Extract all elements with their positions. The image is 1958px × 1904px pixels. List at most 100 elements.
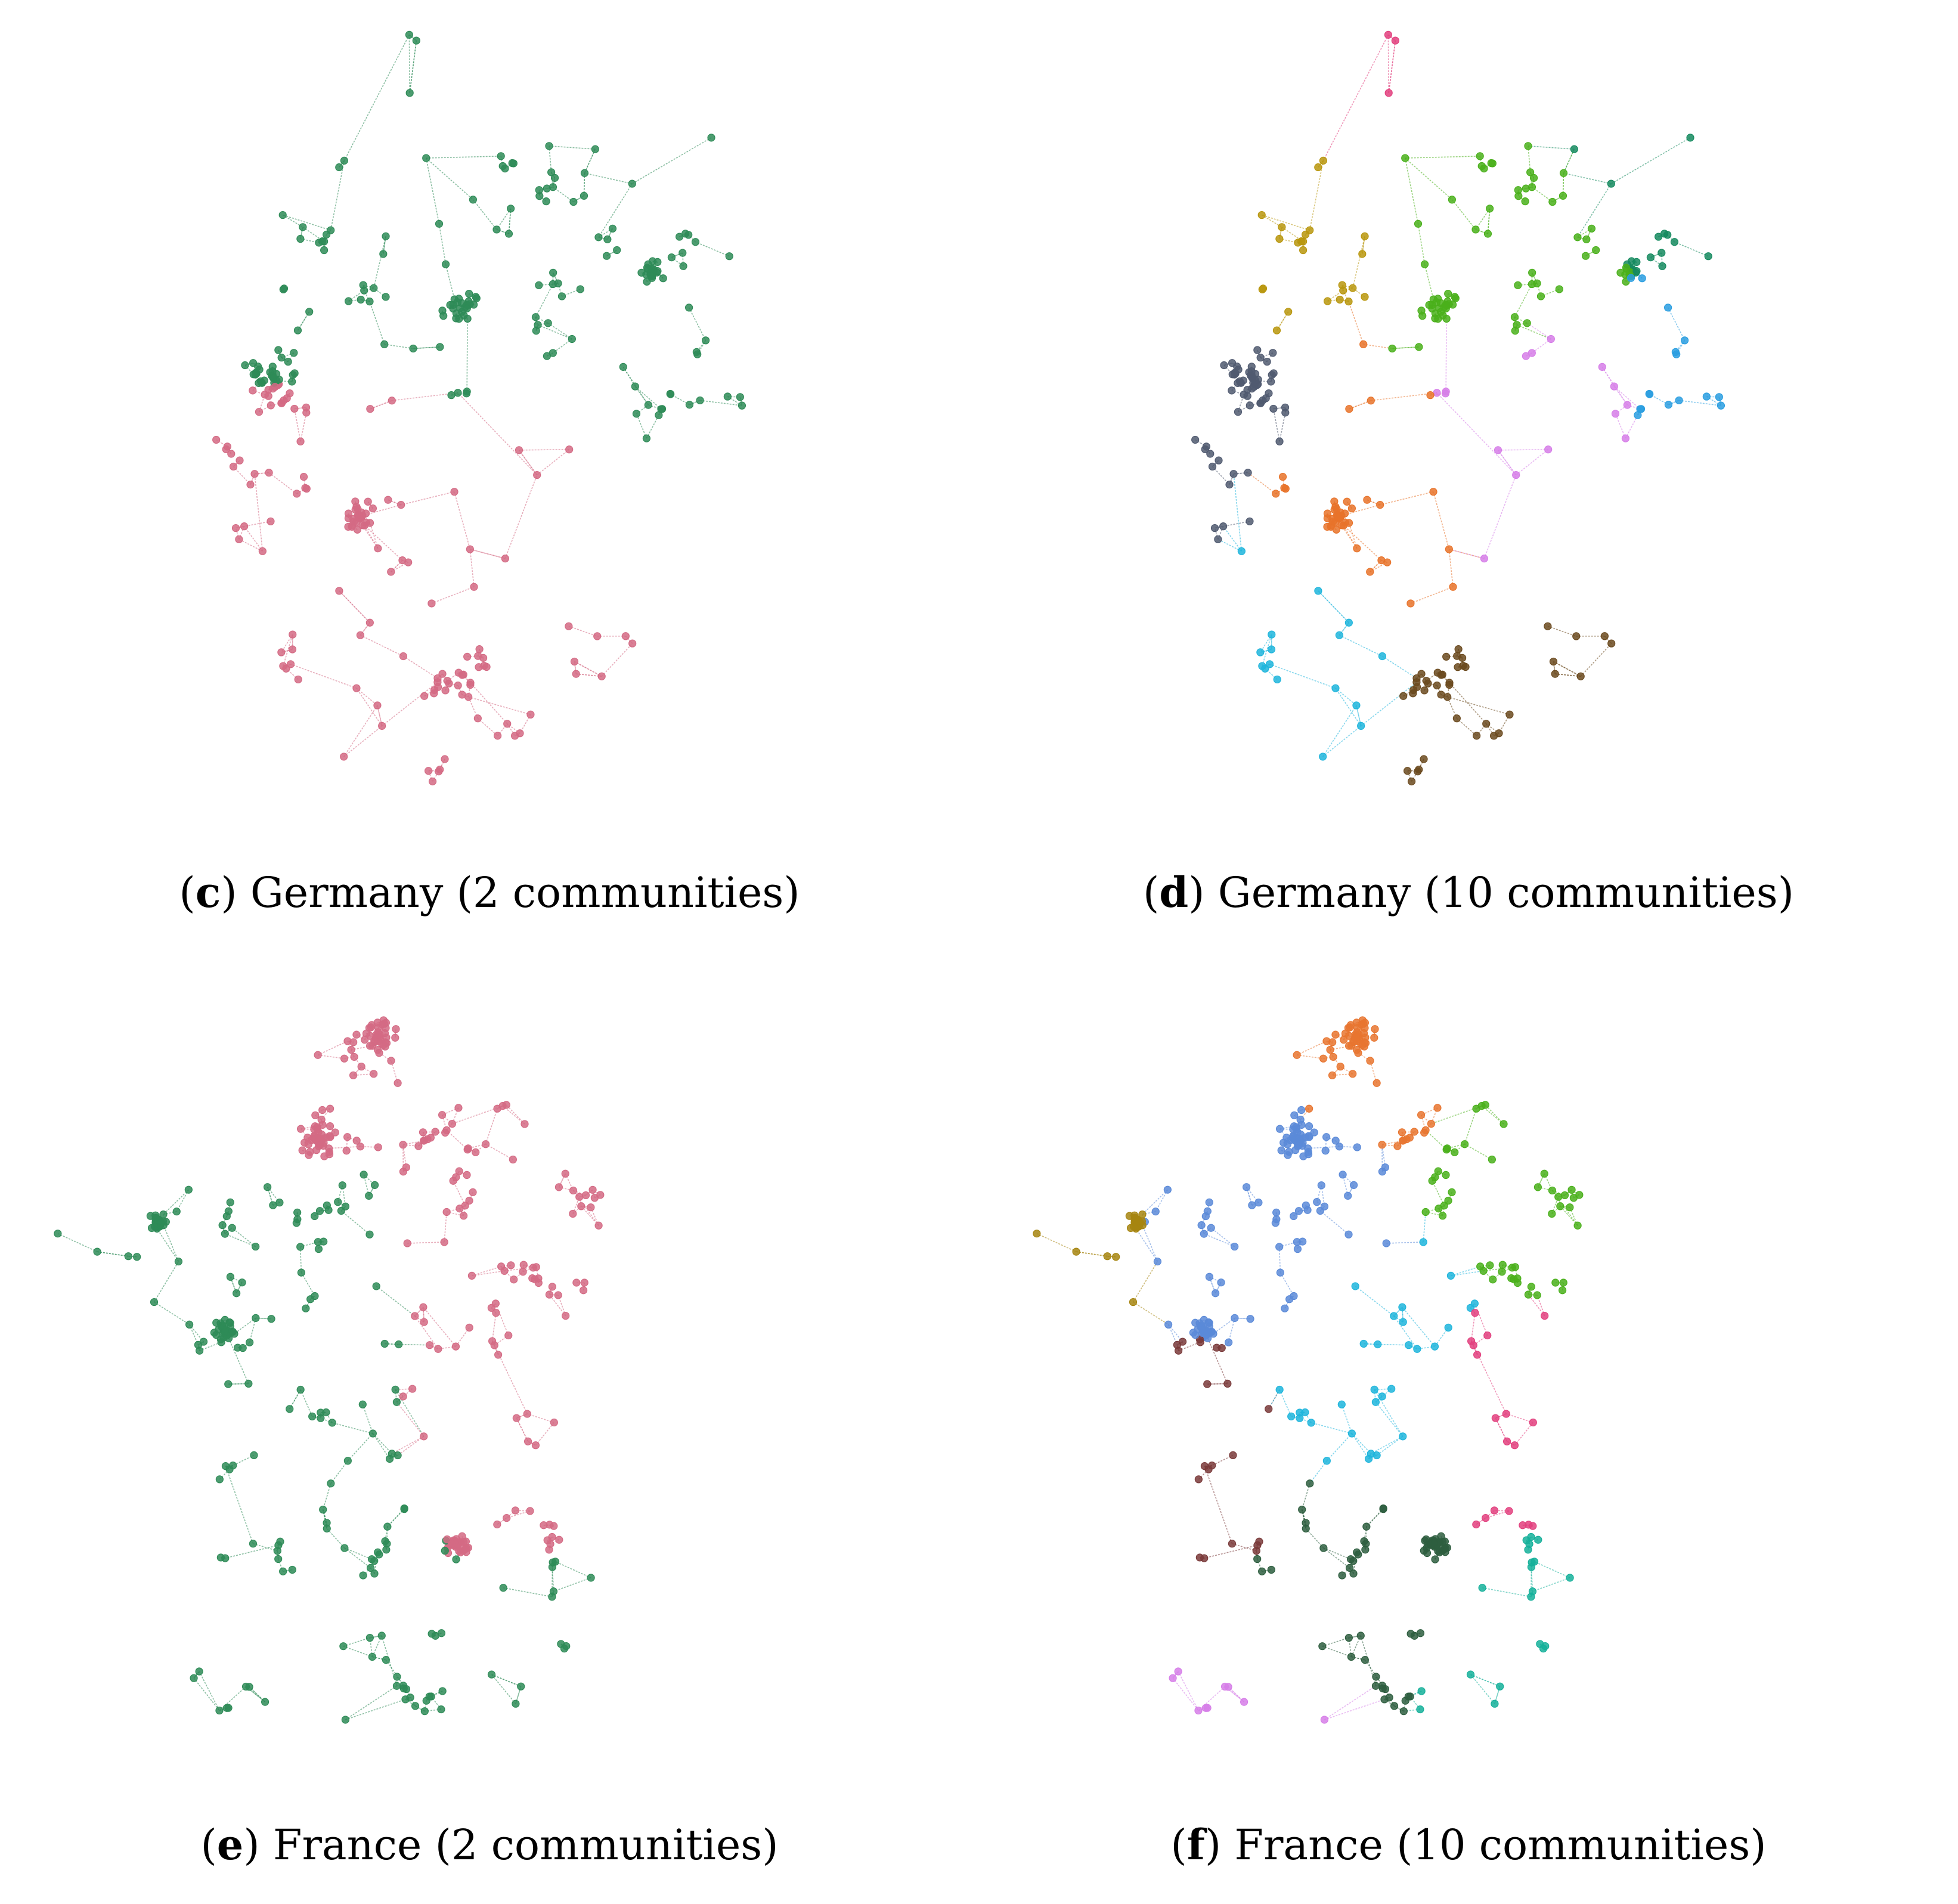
network-node [382, 1546, 391, 1554]
network-node [519, 1268, 527, 1276]
network-node [1488, 1155, 1496, 1164]
network-node [1567, 1185, 1576, 1194]
network-node [409, 344, 417, 353]
network-edge [401, 491, 455, 506]
network-node [241, 1682, 250, 1691]
network-node [1686, 134, 1694, 142]
network-node [454, 1104, 463, 1112]
network-edge [277, 1559, 284, 1572]
network-node [1191, 435, 1200, 444]
network-edge [1483, 475, 1517, 559]
network-node [397, 501, 405, 509]
network-node [1460, 1140, 1469, 1148]
network-edge [1531, 1566, 1533, 1592]
network-node [374, 1028, 382, 1036]
network-node [1344, 1633, 1353, 1642]
panel-d: (d) Germany (10 communities) [979, 0, 1958, 952]
network-node [1477, 162, 1486, 171]
network-node [1262, 394, 1270, 403]
network-node [1318, 1642, 1327, 1651]
network-node [1399, 1136, 1408, 1145]
network-node [366, 405, 374, 413]
network-node [358, 1400, 367, 1408]
network-node [1510, 1441, 1519, 1450]
network-edge [574, 661, 602, 677]
network-edge [1324, 1685, 1376, 1720]
network-edge [447, 672, 459, 682]
network-node [504, 230, 513, 238]
network-node [1399, 1432, 1407, 1441]
network-node [1655, 233, 1663, 241]
network-node [1284, 308, 1293, 316]
network-node [693, 350, 702, 358]
network-node [1587, 224, 1596, 233]
network-node [283, 394, 291, 403]
network-node [190, 1674, 198, 1682]
network-node [1200, 1315, 1208, 1324]
network-edge [1447, 696, 1510, 716]
network-node [1473, 732, 1481, 740]
network-node [1352, 701, 1361, 710]
network-node [436, 766, 444, 774]
network-edge [1449, 549, 1485, 559]
network-node [446, 301, 454, 309]
network-edge [1526, 323, 1551, 340]
network-edge [1279, 1389, 1292, 1417]
network-node [1554, 1193, 1563, 1201]
network-node [1366, 1057, 1374, 1065]
network-node [498, 162, 507, 171]
network-node [1344, 1230, 1353, 1239]
network-edge [1448, 549, 1454, 587]
network-node [342, 1147, 351, 1155]
network-edge [1204, 1544, 1258, 1559]
network-node [1363, 496, 1371, 504]
network-edge [1366, 1509, 1384, 1527]
network-edge [346, 1137, 348, 1151]
caption-c: (c) Germany (2 communities) [179, 868, 800, 917]
network-edge [1301, 1509, 1306, 1524]
network-edge [1178, 1671, 1199, 1711]
network-node [1383, 558, 1392, 566]
network-node [411, 1312, 419, 1320]
network-node [451, 1342, 460, 1351]
network-edge [225, 1233, 256, 1247]
network-node [1421, 1208, 1430, 1216]
network-edge [472, 1266, 501, 1277]
network-node [459, 1212, 468, 1220]
network-edge [225, 1544, 279, 1559]
network-node [382, 293, 390, 301]
network-node [1417, 1111, 1426, 1119]
network-edge [344, 1547, 371, 1569]
network-node [1370, 1033, 1378, 1042]
network-edge [516, 1417, 529, 1442]
network-node [1415, 343, 1423, 351]
network-node [352, 684, 361, 692]
network-edge [318, 1054, 345, 1059]
network-node [1361, 1656, 1369, 1664]
network-node [701, 336, 710, 345]
network-node [1502, 1410, 1510, 1418]
network-edge [472, 199, 497, 230]
network-node [526, 1507, 534, 1515]
network-edge [1273, 408, 1280, 442]
network-node [221, 1315, 229, 1324]
network-edge [470, 549, 506, 559]
network-node [466, 545, 474, 553]
network-node [1201, 1212, 1210, 1221]
network-node [472, 1148, 480, 1156]
network-node [1544, 445, 1553, 454]
network-node [1576, 672, 1585, 680]
network-node [1547, 335, 1555, 343]
network-node [278, 210, 287, 219]
network-node [1378, 1141, 1386, 1149]
network-node [632, 410, 641, 418]
network-node [547, 168, 556, 177]
network-node [275, 1199, 284, 1207]
network-node [572, 670, 580, 678]
network-node [286, 660, 295, 668]
network-edge [282, 214, 331, 231]
network-edge [1456, 718, 1477, 736]
network-node [340, 753, 348, 761]
network-node [1436, 299, 1445, 307]
network-node [1444, 289, 1452, 298]
